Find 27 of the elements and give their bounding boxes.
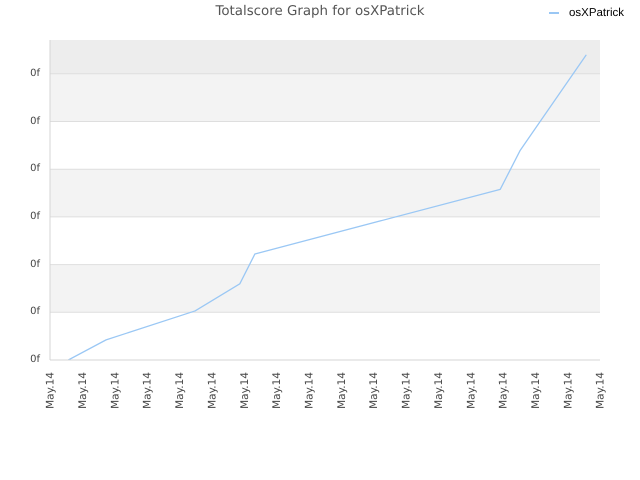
x-tick-label: May.14 (44, 372, 57, 409)
x-tick-label: May.14 (271, 372, 284, 409)
x-tick-label: May.14 (400, 372, 413, 409)
text: 0f (30, 114, 40, 128)
x-tick-label: May.14 (594, 372, 607, 409)
x-tick-label: May.14 (498, 372, 510, 409)
text: 0f (30, 66, 40, 81)
text: 0f (30, 353, 40, 367)
legend-label: osXPatrick (569, 7, 624, 19)
x-tick-label: May.14 (336, 372, 348, 409)
x-tick-label: May.14 (142, 372, 154, 409)
x-tick-label: May.14 (109, 372, 122, 409)
x-tick-label: May.14 (368, 372, 380, 409)
x-tick-label: May.14 (77, 372, 90, 409)
x-tick-label: May.14 (206, 372, 218, 409)
x-tick-label: May.14 (304, 372, 316, 409)
x-tick-label: May.14 (238, 372, 251, 409)
text: 0f (30, 258, 40, 272)
x-tick-label: May.14 (465, 372, 478, 409)
x-tick-label: May.14 (432, 372, 445, 409)
x-tick-label: May.14 (530, 372, 542, 409)
text: 0f (30, 162, 40, 176)
text: 0f (30, 305, 40, 320)
x-tick-label: May.14 (174, 372, 186, 409)
x-tick-label: May.14 (562, 372, 574, 409)
chart-title: Totalscore Graph for osXPatrick (215, 4, 425, 19)
text: 0f (30, 210, 40, 224)
